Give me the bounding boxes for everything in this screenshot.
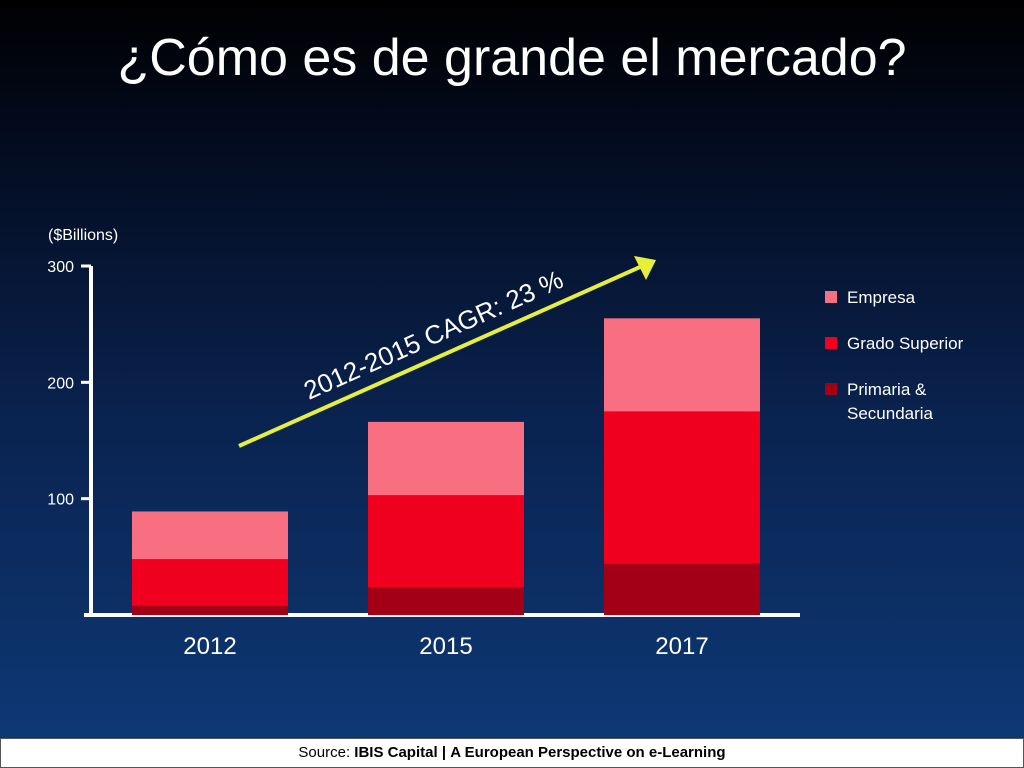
source-org: IBIS Capital — [354, 744, 438, 761]
cagr-arrow-head — [634, 256, 656, 280]
legend-label-empresa: Empresa — [847, 288, 916, 307]
x-tick-label-2015: 2015 — [419, 633, 472, 660]
source-footer: Source: IBIS Capital | A European Perspe… — [0, 738, 1024, 768]
cagr-arrow-line — [238, 265, 641, 448]
y-tick-label-100: 100 — [47, 492, 74, 509]
bar-2015-empresa — [368, 421, 524, 496]
y-tick-label-300: 300 — [47, 259, 74, 276]
bar-2012-grado-superior — [132, 559, 288, 606]
page-title: ¿Cómo es de grande el mercado? — [117, 29, 907, 87]
bar-2012-empresa — [132, 511, 288, 560]
x-tick-label-2017: 2017 — [655, 633, 708, 660]
bar-2012-primaria-secundaria — [132, 605, 288, 615]
bar-2017-grado-superior — [604, 411, 760, 564]
bar-2015-grado-superior — [368, 495, 524, 588]
source-label: Source: — [298, 744, 351, 761]
x-tick-label-2012: 2012 — [183, 633, 236, 660]
legend-label-primaria-secundaria: Primaria & Secundaria — [847, 380, 934, 423]
source-separator: | — [441, 744, 447, 761]
source-title: A European Perspective on e-Learning — [450, 744, 726, 761]
bar-2017-empresa — [604, 318, 760, 412]
cagr-annotation: 2012-2015 CAGR: 23 % — [299, 264, 567, 405]
legend-label-grado-superior: Grado Superior — [847, 334, 964, 353]
y-tick-label-200: 200 — [47, 375, 74, 392]
stacked-bar-chart: 100 200 300 ($Billions) 2012 2015 2017 Empresa G… — [47, 227, 964, 660]
y-unit-label: ($Billions) — [48, 227, 118, 244]
bar-2015-primaria-secundaria — [368, 587, 524, 615]
bar-2017-primaria-secundaria — [604, 563, 760, 615]
legend-swatch-primaria-secundaria — [825, 383, 837, 395]
legend-swatch-empresa — [825, 291, 837, 303]
legend-swatch-grado-superior — [825, 337, 837, 349]
